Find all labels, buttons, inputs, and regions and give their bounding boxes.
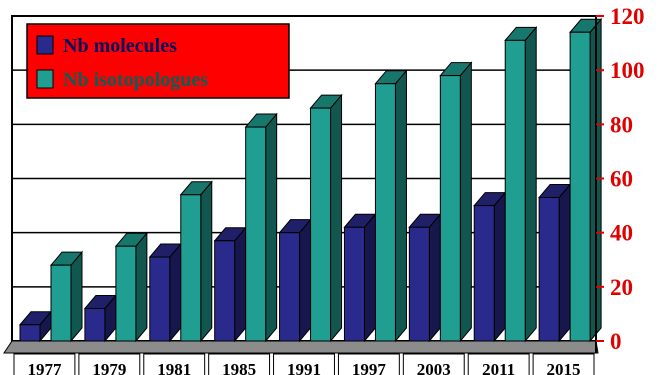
bar-isotopologues-1985 [244, 112, 278, 343]
legend: Nb molecules Nb isotopologues [26, 23, 290, 99]
bar-isotopologues-1997 [374, 69, 408, 343]
legend-entry-isotopologues: Nb isotopologues [36, 69, 208, 91]
svg-text:2003: 2003 [417, 360, 451, 375]
x-tick-label: 1981 [143, 353, 206, 375]
x-tick-label: 1985 [208, 353, 271, 375]
x-tick-label: 2011 [467, 353, 530, 375]
bar-isotopologues-1991 [309, 93, 343, 343]
y-tick-label: 40 [610, 221, 633, 246]
bar-molecules-1997 [343, 212, 377, 343]
x-tick-label: 1997 [337, 353, 400, 375]
axes: 1977 1979 1981 1985 1991 1997 2003 2011 2015 0 20 4… [13, 4, 645, 375]
bar-molecules-1985 [213, 226, 247, 343]
bar-isotopologues-2003 [439, 61, 473, 343]
svg-text:1985: 1985 [222, 360, 256, 375]
svg-text:2015: 2015 [547, 360, 581, 375]
svg-text:2011: 2011 [482, 360, 515, 375]
x-tick-label: 1991 [273, 353, 335, 375]
x-tick-label: 1979 [78, 353, 141, 375]
bar-isotopologues-1979 [114, 231, 148, 343]
bar-isotopologues-1977 [49, 250, 84, 343]
svg-text:1977: 1977 [27, 360, 62, 375]
bars [18, 17, 603, 343]
legend-entry-molecules: Nb molecules [36, 35, 177, 57]
legend-box [26, 23, 290, 99]
x-tick-label: 2015 [532, 353, 595, 375]
bar-molecules-1979 [83, 294, 117, 343]
bar-molecules-2015 [538, 183, 572, 343]
y-tick-label: 80 [610, 112, 633, 137]
bar-isotopologues-2011 [504, 26, 538, 343]
y-tick-label: 20 [610, 275, 633, 300]
svg-text:Nb molecules: Nb molecules [63, 35, 177, 57]
bar-isotopologues-1981 [179, 180, 213, 343]
bar-molecules-2003 [408, 212, 442, 343]
y-tick-label: 100 [610, 58, 645, 83]
svg-text:1979: 1979 [92, 360, 126, 375]
svg-text:1981: 1981 [157, 360, 191, 375]
y-tick-label: 0 [610, 329, 622, 354]
svg-text:1991: 1991 [287, 360, 321, 375]
bar-molecules-1981 [148, 242, 182, 343]
svg-text:Nb isotopologues: Nb isotopologues [63, 69, 208, 91]
chart-floor [3, 340, 599, 354]
y-tick-label: 60 [610, 167, 633, 192]
y-tick-label: 120 [610, 4, 645, 29]
bar-molecules-1991 [278, 218, 312, 343]
x-tick-label: 1977 [13, 353, 76, 375]
bar-molecules-2011 [473, 191, 507, 343]
svg-text:1997: 1997 [352, 360, 387, 375]
x-tick-label: 2003 [402, 353, 465, 375]
